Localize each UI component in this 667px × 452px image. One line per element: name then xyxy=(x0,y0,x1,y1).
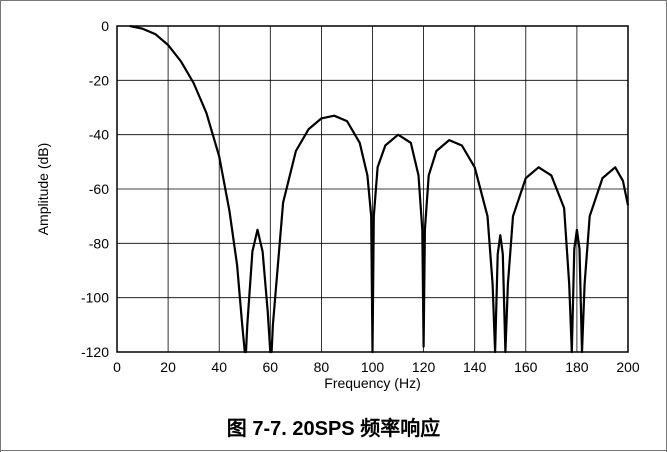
x-tick-label: 120 xyxy=(412,359,436,375)
x-tick-label: 200 xyxy=(616,359,640,375)
x-tick-label: 160 xyxy=(514,359,538,375)
y-tick-label: -60 xyxy=(89,181,109,197)
x-tick-label: 40 xyxy=(211,359,227,375)
x-tick-label: 100 xyxy=(361,359,385,375)
y-tick-label: -20 xyxy=(89,72,109,88)
series-group xyxy=(129,24,630,354)
y-tick-label: 0 xyxy=(101,18,109,34)
y-axis-title: Amplitude (dB) xyxy=(35,143,51,236)
bottom-rule xyxy=(0,450,667,451)
figure-caption: 图 7-7. 20SPS 频率响应 xyxy=(226,418,441,440)
x-tick-label: 60 xyxy=(263,359,279,375)
y-tick-label: -100 xyxy=(81,290,109,306)
x-tick-labels: 0 20 40 60 80 100 120 140 160 180 200 xyxy=(113,359,640,375)
amplitude-series-line xyxy=(129,24,630,354)
x-axis-title: Frequency (Hz) xyxy=(324,375,420,391)
x-tick-label: 20 xyxy=(160,359,176,375)
y-tick-labels: 0 -20 -40 -60 -80 -100 -120 xyxy=(81,18,109,360)
x-tick-label: 0 xyxy=(113,359,121,375)
y-tick-label: -80 xyxy=(89,235,109,251)
x-tick-label: 80 xyxy=(314,359,330,375)
y-tick-label: -120 xyxy=(81,344,109,360)
x-tick-label: 180 xyxy=(565,359,589,375)
frequency-response-chart: 0 20 40 60 80 100 120 140 160 180 200 0 -20 -40 -60 -8… xyxy=(35,18,640,391)
y-tick-label: -40 xyxy=(89,127,109,143)
x-tick-label: 140 xyxy=(463,359,487,375)
